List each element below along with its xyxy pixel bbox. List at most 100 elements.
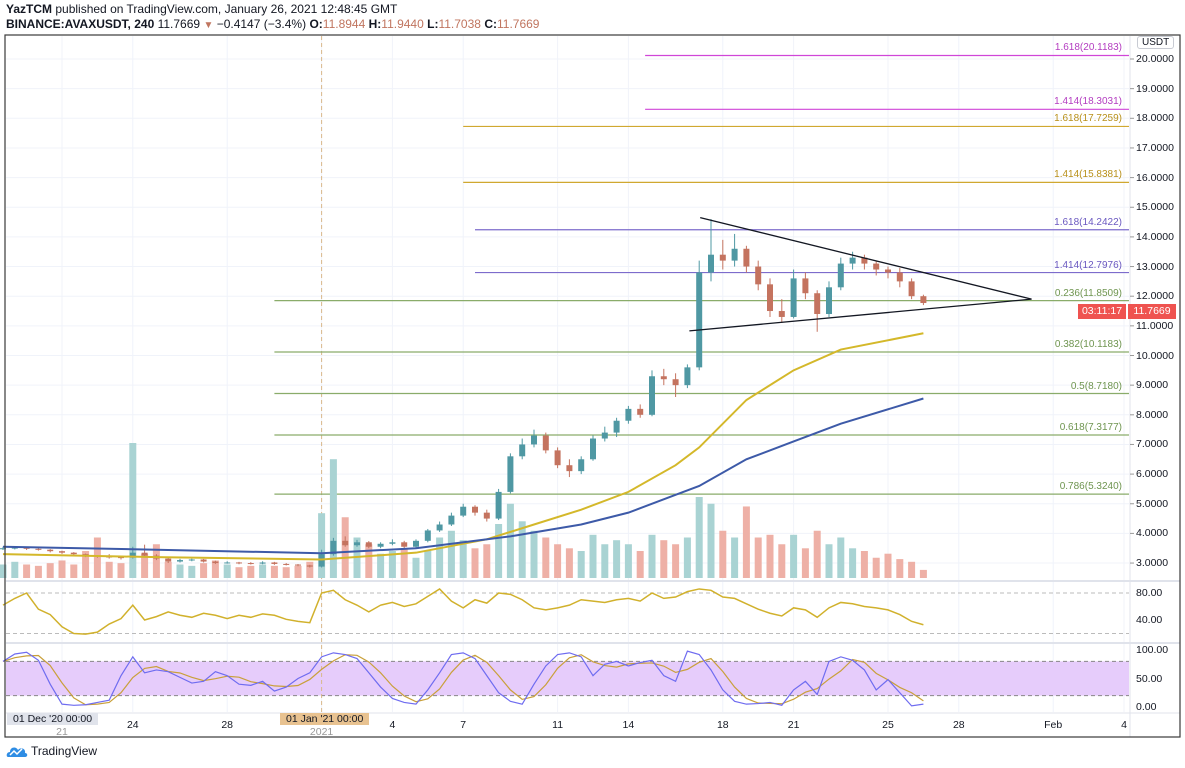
- low-value: 11.7038: [438, 17, 481, 31]
- volume-bar: [82, 551, 90, 578]
- last-price: 11.7669: [157, 17, 201, 31]
- tradingview-logo[interactable]: TradingView: [6, 744, 97, 758]
- volume-bar: [306, 561, 314, 578]
- brand-name: TradingView: [31, 744, 98, 758]
- volume-bar: [754, 537, 762, 578]
- candle-body: [460, 506, 467, 516]
- fib-level-label: 0.236(11.8509): [1054, 287, 1122, 299]
- candle-body: [401, 542, 408, 547]
- volume-bar: [318, 513, 326, 578]
- stoch-axis-label: 0.00: [1136, 701, 1157, 713]
- symbol-label[interactable]: BINANCE:AVAXUSDT, 240: [6, 17, 155, 31]
- volume-bar: [565, 548, 573, 578]
- volume-bar: [495, 524, 503, 578]
- candle-body: [35, 548, 42, 550]
- volume-bar: [542, 537, 550, 578]
- time-axis-label: Feb: [1044, 719, 1063, 731]
- volume-bar: [849, 548, 857, 578]
- candle-body: [188, 559, 195, 561]
- candle-body: [224, 562, 231, 564]
- author-name[interactable]: YazTCM: [6, 2, 53, 16]
- candle-body: [755, 266, 762, 285]
- volume-bar: [365, 544, 373, 578]
- fib-level-label: 0.618(7.3177): [1059, 422, 1122, 434]
- countdown-badge: 03:11:17: [1078, 304, 1126, 319]
- volume-bar: [459, 540, 467, 578]
- candle-body: [448, 515, 455, 525]
- volume-bar: [377, 553, 385, 578]
- candle-body: [696, 272, 703, 368]
- currency-label[interactable]: USDT: [1137, 36, 1175, 49]
- volume-bar: [46, 563, 54, 578]
- price-axis-label: 12.0000: [1136, 290, 1174, 303]
- symbol-info-bar: BINANCE:AVAXUSDT, 240 11.7669 ▼ −0.4147 …: [6, 17, 539, 33]
- price-axis-label: 5.0000: [1136, 497, 1169, 510]
- price-axis-label: 7.0000: [1136, 438, 1169, 451]
- candle-body: [413, 540, 419, 547]
- candle-body: [601, 432, 608, 439]
- price-axis-label: 11.0000: [1136, 319, 1174, 332]
- volume-bar: [719, 530, 727, 578]
- candle-body: [767, 284, 773, 312]
- volume-bar: [23, 564, 31, 578]
- volume-bar: [648, 534, 656, 578]
- candle-body: [637, 408, 644, 415]
- time-axis-label: 25: [882, 719, 894, 731]
- candle-body: [566, 465, 573, 472]
- high-label: H:: [368, 17, 382, 31]
- volume-bar: [683, 537, 691, 578]
- stoch-rsi-band: [6, 661, 1129, 696]
- triangle-trendline: [689, 298, 1032, 332]
- price-axis-label: 6.0000: [1136, 468, 1169, 481]
- volume-bar: [176, 564, 184, 578]
- candle-body: [271, 562, 278, 564]
- candle-body: [873, 263, 880, 270]
- candle-body: [283, 563, 290, 565]
- candle-body: [436, 524, 443, 531]
- volume-bar: [554, 544, 562, 578]
- volume-bar: [884, 553, 892, 578]
- candle-body: [861, 257, 868, 264]
- volume-bar: [93, 537, 101, 578]
- candle-body: [613, 420, 620, 433]
- candle-body: [731, 248, 738, 261]
- price-axis-label: 14.0000: [1136, 230, 1174, 243]
- volume-bar: [742, 506, 750, 578]
- volume-bar: [70, 564, 78, 578]
- candle-body: [472, 506, 478, 513]
- volume-bar: [601, 544, 609, 578]
- candle-body: [129, 552, 136, 558]
- candle-body: [896, 272, 903, 282]
- price-axis-label: 15.0000: [1136, 201, 1174, 214]
- rsi-axis-label: 40.00: [1136, 614, 1163, 626]
- volume-bar: [424, 551, 432, 578]
- rsi-line: [2, 587, 924, 635]
- volume-bar: [624, 544, 632, 578]
- close-label: C:: [484, 17, 497, 31]
- volume-bar: [908, 561, 916, 578]
- time-axis-label: 14: [622, 719, 635, 731]
- volume-bar: [58, 560, 66, 578]
- candle-body: [330, 540, 337, 555]
- price-axis-label: 9.0000: [1136, 379, 1169, 392]
- time-axis-label: 2021: [309, 726, 334, 738]
- volume-bar: [860, 551, 868, 578]
- candle-body: [177, 560, 183, 562]
- volume-bar: [506, 503, 514, 578]
- rsi-axis-label: 80.00: [1136, 587, 1163, 599]
- price-axis-label: 18.0000: [1136, 112, 1174, 125]
- candle-body: [247, 563, 254, 565]
- volume-bar: [577, 551, 585, 578]
- candle-body: [507, 456, 514, 492]
- candle-body: [200, 559, 207, 562]
- volume-bar: [259, 564, 267, 578]
- volume-bar: [152, 544, 160, 578]
- candle-body: [11, 547, 18, 549]
- volume-bar: [813, 530, 821, 578]
- fib-level-label: 1.618(20.1183): [1054, 42, 1122, 54]
- time-axis-label: 21: [787, 719, 800, 731]
- last-price-badge: 11.7669: [1128, 304, 1176, 319]
- volume-bar: [188, 565, 196, 578]
- candle-body: [519, 444, 526, 457]
